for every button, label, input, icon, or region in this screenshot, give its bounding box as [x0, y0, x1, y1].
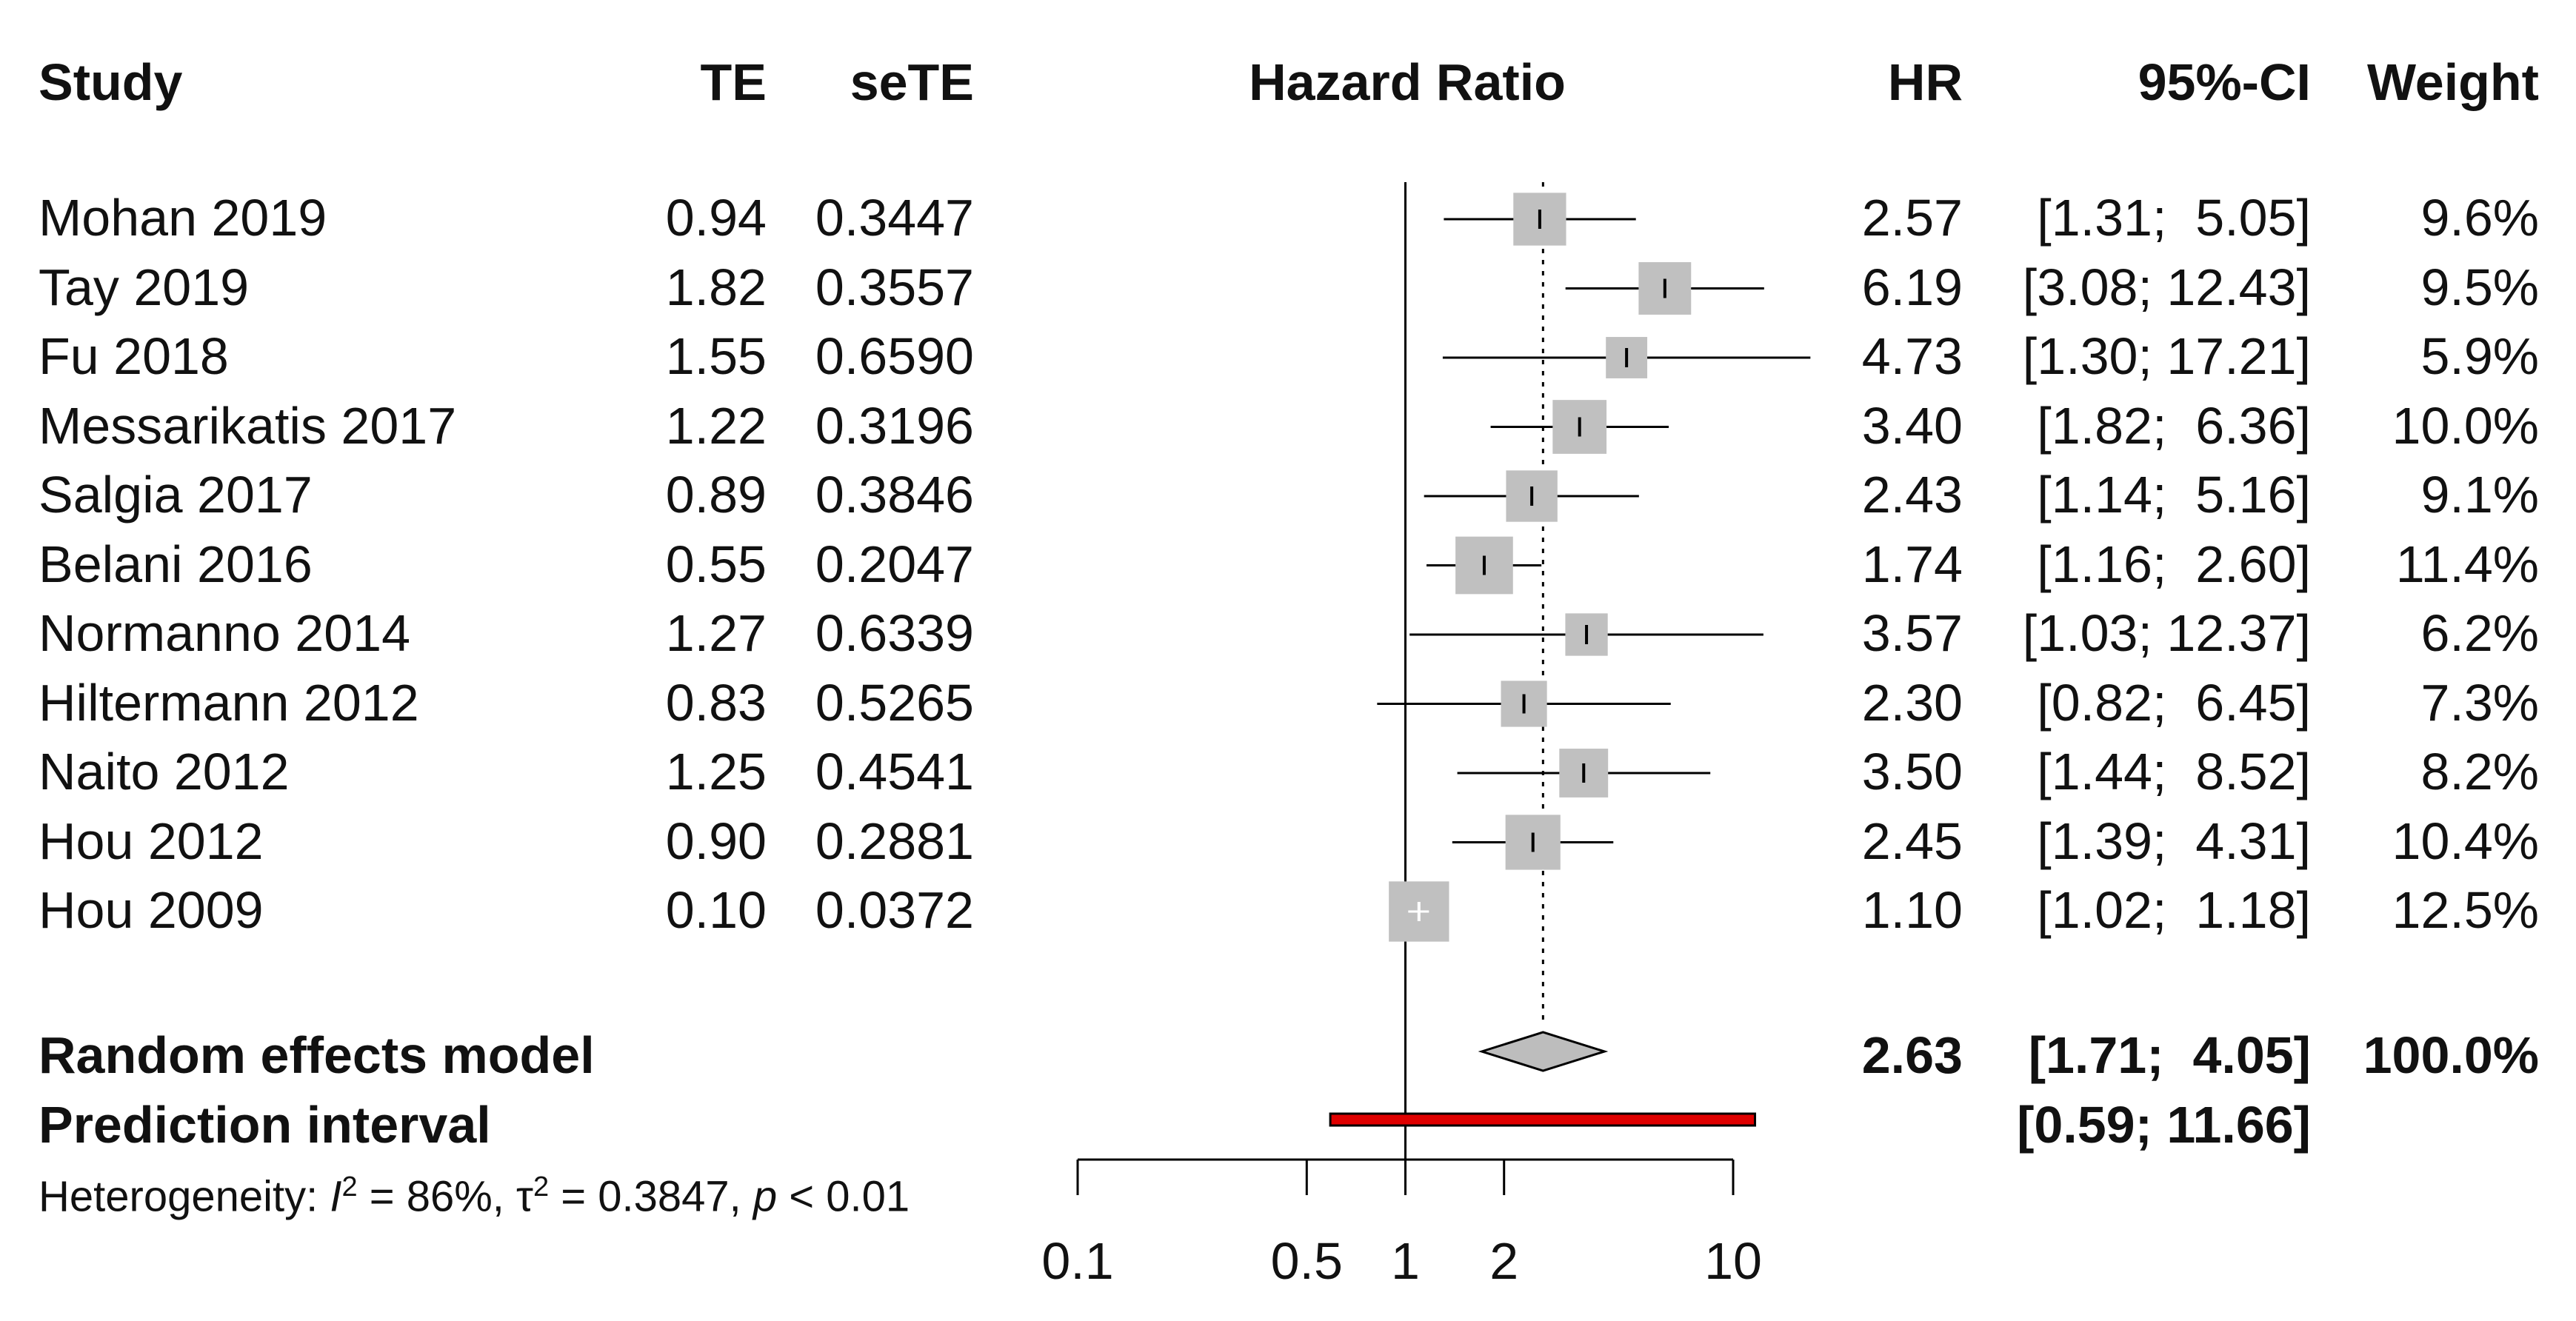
header-study: Study [39, 53, 183, 111]
study-te: 1.82 [665, 258, 767, 316]
study-name: Hou 2012 [39, 812, 264, 870]
study-te: 0.90 [665, 812, 767, 870]
study-weight: 10.4% [2392, 812, 2539, 870]
header-weight: Weight [2366, 53, 2539, 111]
x-tick-label: 2 [1489, 1232, 1519, 1290]
study-sete: 0.6339 [815, 604, 974, 662]
study-ci: [0.82; 6.45] [2037, 673, 2311, 732]
study-sete: 0.3846 [815, 466, 974, 524]
study-hr: 3.40 [1861, 396, 1963, 455]
study-sete: 0.4541 [815, 743, 974, 800]
study-name: Normanno 2014 [39, 604, 410, 662]
study-te: 0.83 [665, 673, 767, 732]
study-te: 1.55 [665, 327, 767, 385]
study-sete: 0.5265 [815, 673, 974, 732]
header-hr: HR [1887, 53, 1963, 111]
het-i-value: = 86%, [357, 1172, 517, 1221]
x-tick-label: 10 [1704, 1232, 1762, 1290]
study-sete: 0.3196 [815, 396, 974, 455]
study-hr: 6.19 [1861, 258, 1963, 316]
study-weight: 9.1% [2420, 466, 2539, 524]
study-hr: 2.45 [1861, 812, 1963, 870]
study-name: Mohan 2019 [39, 189, 327, 247]
het-prefix: Heterogeneity: [39, 1172, 330, 1221]
study-ci: [1.14; 5.16] [2037, 466, 2311, 524]
prediction-interval-ci: [0.59; 11.66] [2017, 1096, 2311, 1154]
study-weight: 12.5% [2392, 881, 2539, 939]
x-tick-label: 0.5 [1270, 1232, 1343, 1290]
study-hr: 4.73 [1861, 327, 1963, 385]
study-te: 1.22 [665, 396, 767, 455]
random-effects-hr: 2.63 [1861, 1026, 1963, 1084]
study-sete: 0.6590 [815, 327, 974, 385]
het-i-sup: 2 [341, 1171, 358, 1203]
study-name: Hou 2009 [39, 881, 264, 939]
het-p-symbol: p [753, 1172, 778, 1221]
study-weight: 9.5% [2420, 258, 2539, 316]
study-te: 0.55 [665, 535, 767, 593]
study-weight: 8.2% [2420, 743, 2539, 800]
het-tau-symbol: τ [516, 1172, 533, 1221]
study-name: Messarikatis 2017 [39, 396, 457, 455]
study-weight: 6.2% [2420, 604, 2539, 662]
study-name: Hiltermann 2012 [39, 673, 419, 732]
study-ci: [1.82; 6.36] [2037, 396, 2311, 455]
heterogeneity-text: Heterogeneity: I2 = 86%, τ2 = 0.3847, p … [39, 1173, 910, 1218]
study-te: 0.89 [665, 466, 767, 524]
study-weight: 11.4% [2395, 535, 2539, 593]
study-weight: 10.0% [2392, 396, 2539, 455]
study-weight: 9.6% [2420, 189, 2539, 247]
header-ci: 95%-CI [2138, 53, 2311, 111]
header-te: TE [700, 53, 767, 111]
study-name: Fu 2018 [39, 327, 229, 385]
study-sete: 0.2881 [815, 812, 974, 870]
study-ci: [1.39; 4.31] [2037, 812, 2311, 870]
study-te: 0.10 [665, 881, 767, 939]
study-te: 0.94 [665, 189, 767, 247]
study-ci: [1.03; 12.37] [2022, 604, 2311, 662]
study-sete: 0.3557 [815, 258, 974, 316]
het-tau-sup: 2 [533, 1171, 550, 1203]
random-effects-ci: [1.71; 4.05] [2028, 1026, 2311, 1084]
study-hr: 3.50 [1861, 743, 1963, 800]
study-hr: 3.57 [1861, 604, 1963, 662]
study-ci: [1.30; 17.21] [2022, 327, 2311, 385]
random-effects-diamond [1478, 1031, 1609, 1072]
study-ci: [3.08; 12.43] [2022, 258, 2311, 316]
study-hr: 2.30 [1861, 673, 1963, 732]
study-name: Tay 2019 [39, 258, 250, 316]
header-sete: seTE [850, 53, 974, 111]
random-effects-label: Random effects model [39, 1026, 595, 1084]
study-ci: [1.31; 5.05] [2037, 189, 2311, 247]
study-name: Salgia 2017 [39, 466, 313, 524]
study-te: 1.27 [665, 604, 767, 662]
x-tick-label: 1 [1391, 1232, 1420, 1290]
study-name: Naito 2012 [39, 743, 290, 800]
study-sete: 0.2047 [815, 535, 974, 593]
study-hr: 2.57 [1861, 189, 1963, 247]
study-ci: [1.02; 1.18] [2037, 881, 2311, 939]
study-name: Belani 2016 [39, 535, 313, 593]
het-tau-value: = 0.3847, [549, 1172, 753, 1221]
study-ci: [1.16; 2.60] [2037, 535, 2311, 593]
prediction-interval-label: Prediction interval [39, 1096, 491, 1154]
study-ci: [1.44; 8.52] [2037, 743, 2311, 800]
x-tick-label: 0.1 [1041, 1232, 1114, 1290]
prediction-interval-bar [1329, 1112, 1757, 1127]
header-hazard-ratio: Hazard Ratio [1249, 53, 1566, 111]
study-hr: 2.43 [1861, 466, 1963, 524]
study-sete: 0.3447 [815, 189, 974, 247]
random-effects-weight: 100.0% [2363, 1026, 2539, 1084]
het-i-symbol: I [330, 1172, 342, 1221]
het-p-value: < 0.01 [777, 1172, 910, 1221]
study-sete: 0.0372 [815, 881, 974, 939]
study-hr: 1.74 [1861, 535, 1963, 593]
study-hr: 1.10 [1861, 881, 1963, 939]
study-weight: 7.3% [2420, 673, 2539, 732]
study-weight: 5.9% [2420, 327, 2539, 385]
study-te: 1.25 [665, 743, 767, 800]
